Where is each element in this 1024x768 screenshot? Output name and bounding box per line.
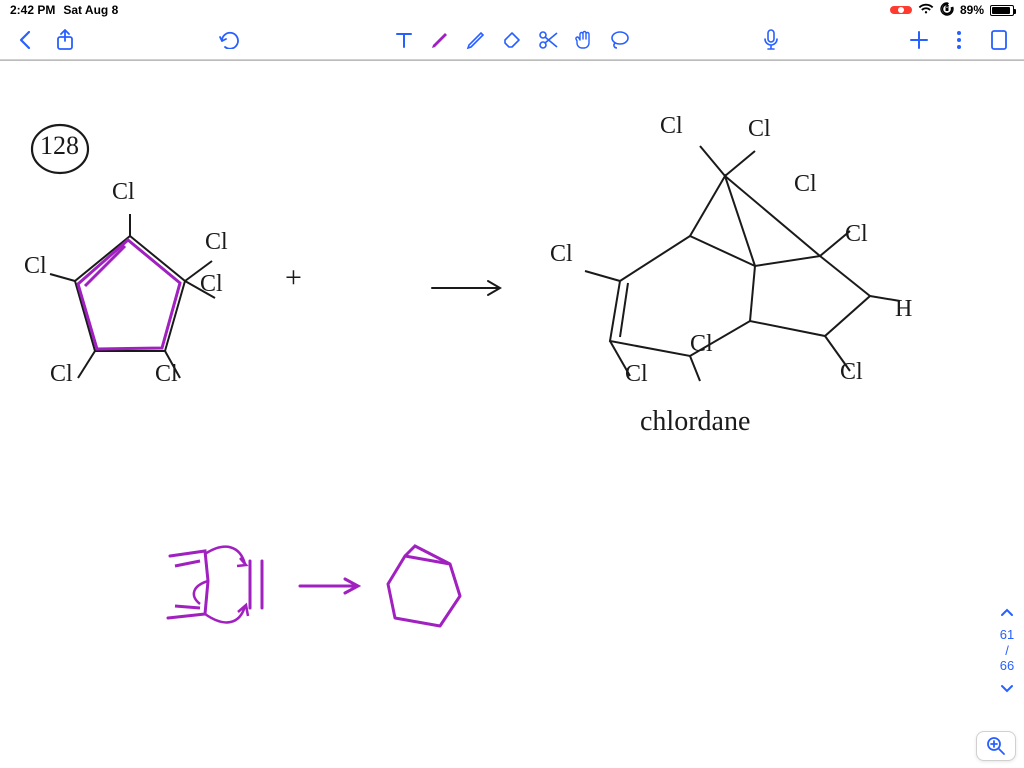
highlighter-tool[interactable] xyxy=(465,29,487,51)
battery-percent: 89% xyxy=(960,3,984,17)
screen-recording-indicator[interactable] xyxy=(890,6,912,14)
add-button[interactable] xyxy=(908,29,930,51)
lasso-tool[interactable] xyxy=(609,29,631,51)
app-toolbar xyxy=(0,20,1024,60)
mechanism-sketch xyxy=(150,536,490,646)
plus-sign: + xyxy=(285,261,302,295)
page-up-button[interactable] xyxy=(996,601,1018,623)
undo-button[interactable] xyxy=(218,29,240,51)
zoom-button[interactable] xyxy=(976,731,1016,761)
wifi-icon xyxy=(918,3,934,18)
reactant-cl-1: Cl xyxy=(112,179,135,206)
orientation-lock-icon xyxy=(940,2,954,19)
cut-tool[interactable] xyxy=(537,29,559,51)
battery-icon xyxy=(990,5,1014,16)
reactant-cl-5: Cl xyxy=(50,361,73,388)
product-cl-2: Cl xyxy=(748,116,771,143)
reactant-cl-2: Cl xyxy=(24,253,47,280)
product-cl-6: Cl xyxy=(690,331,713,358)
status-time: 2:42 PM xyxy=(10,3,55,17)
page-current: 61 xyxy=(1000,627,1014,642)
eraser-tool[interactable] xyxy=(501,29,523,51)
status-date: Sat Aug 8 xyxy=(63,3,118,17)
product-cl-5: Cl xyxy=(550,241,573,268)
product-cl-4: Cl xyxy=(845,221,868,248)
back-button[interactable] xyxy=(14,29,36,51)
more-button[interactable] xyxy=(948,29,970,51)
page-total: 66 xyxy=(1000,658,1014,673)
note-canvas[interactable]: 128 Cl Cl Cl Cl Cl Cl + xyxy=(0,61,1024,768)
problem-number: 128 xyxy=(40,131,79,161)
share-button[interactable] xyxy=(54,29,76,51)
reaction-arrow xyxy=(430,276,510,300)
product-cl-7: Cl xyxy=(625,361,648,388)
product-cl-1: Cl xyxy=(660,113,683,140)
text-tool[interactable] xyxy=(393,29,415,51)
battery-fill xyxy=(992,7,1010,14)
reactant-cl-6: Cl xyxy=(155,361,178,388)
page-view-button[interactable] xyxy=(988,29,1010,51)
reactant-cl-4: Cl xyxy=(200,271,223,298)
product-name: chlordane xyxy=(640,406,750,438)
product-cl-3: Cl xyxy=(794,171,817,198)
page-indicator: 61/ 66 xyxy=(1000,627,1014,674)
product-h: H xyxy=(895,296,912,323)
status-bar: 2:42 PM Sat Aug 8 89% xyxy=(0,0,1024,20)
product-cl-8: Cl xyxy=(840,359,863,386)
reactant-cl-3: Cl xyxy=(205,229,228,256)
page-down-button[interactable] xyxy=(996,678,1018,700)
hand-tool[interactable] xyxy=(573,29,595,51)
microphone-button[interactable] xyxy=(760,29,782,51)
page-navigator: 61/ 66 xyxy=(996,601,1018,700)
pen-tool[interactable] xyxy=(429,29,451,51)
